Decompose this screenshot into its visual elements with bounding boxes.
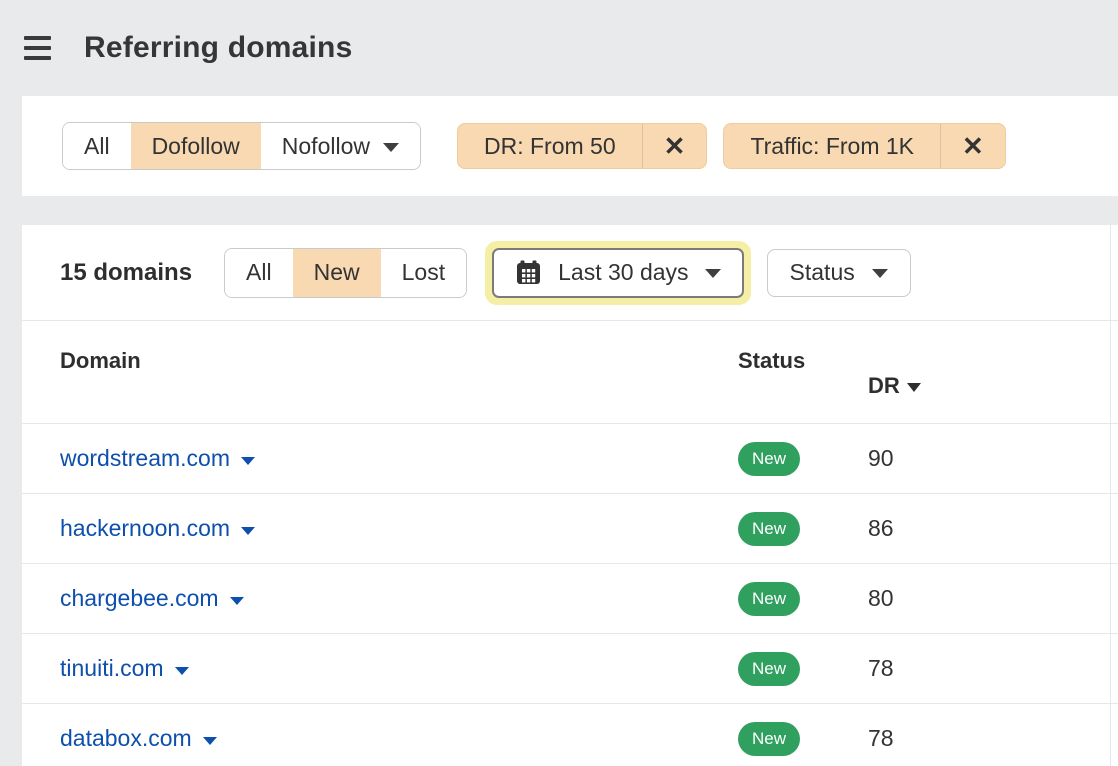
chevron-down-icon (871, 269, 888, 278)
page-header: Referring domains (0, 0, 1118, 96)
status-filter-all[interactable]: All (225, 248, 293, 297)
dr-value: 78 (868, 655, 894, 681)
domain-dropdown-icon[interactable] (202, 736, 217, 745)
dr-value: 78 (868, 725, 894, 751)
table-row: databox.com New 78 (22, 704, 1118, 766)
column-divider (1110, 225, 1111, 766)
date-range-button[interactable]: Last 30 days (492, 247, 744, 298)
status-badge: New (738, 721, 801, 756)
table-row: chargebee.com New 80 (22, 564, 1118, 634)
status-cell: New (738, 581, 868, 616)
domain-cell: databox.com (22, 725, 738, 752)
follow-filter-nofollow-label: Nofollow (281, 132, 370, 159)
results-toolbar: 15 domains All New Lost (22, 225, 1118, 321)
column-header-status[interactable]: Status (738, 348, 806, 373)
follow-filter-group: All Dofollow Nofollow (62, 122, 421, 170)
chip-divider (940, 124, 942, 168)
follow-filter-nofollow[interactable]: Nofollow (260, 123, 420, 169)
dr-filter-button[interactable]: DR: From 50 (458, 124, 642, 168)
domain-cell: chargebee.com (22, 585, 738, 612)
results-panel: 15 domains All New Lost (22, 225, 1118, 766)
follow-filter-all[interactable]: All (63, 123, 131, 169)
status-badge: New (738, 581, 801, 616)
table-row: wordstream.com New 90 (22, 424, 1118, 494)
table-row: hackernoon.com New 86 (22, 494, 1118, 564)
domain-link[interactable]: chargebee.com (60, 585, 219, 611)
date-range-label: Last 30 days (558, 259, 689, 285)
domain-link[interactable]: databox.com (60, 725, 192, 751)
status-cell: New (738, 511, 868, 546)
table-header: Domain Status DR (22, 321, 1118, 424)
status-cell: New (738, 721, 868, 756)
filter-chip-dr: DR: From 50 ✕ (457, 123, 708, 169)
status-cell: New (738, 651, 868, 686)
domain-link[interactable]: wordstream.com (60, 445, 230, 471)
chevron-down-icon (383, 142, 399, 152)
chevron-down-icon (704, 269, 721, 278)
status-cell: New (738, 441, 868, 476)
status-filter-lost[interactable]: Lost (380, 248, 467, 297)
domain-link[interactable]: tinuiti.com (60, 655, 164, 681)
chip-divider (641, 124, 643, 168)
status-filter-new[interactable]: New (292, 248, 381, 297)
dr-filter-remove-button[interactable]: ✕ (643, 124, 707, 168)
calendar-icon (517, 260, 541, 284)
domain-count: 15 domains (60, 258, 193, 286)
dr-value: 86 (868, 515, 894, 541)
domain-cell: tinuiti.com (22, 655, 738, 682)
domain-cell: hackernoon.com (22, 515, 738, 542)
filter-chip-traffic: Traffic: From 1K ✕ (723, 123, 1006, 169)
dr-value: 90 (868, 445, 894, 471)
status-badge: New (738, 441, 801, 476)
close-icon: ✕ (962, 131, 984, 161)
status-dropdown-label: Status (789, 259, 855, 285)
status-filter-group: All New Lost (224, 247, 468, 298)
domain-link[interactable]: hackernoon.com (60, 515, 231, 541)
close-icon: ✕ (663, 131, 686, 161)
page-title: Referring domains (84, 31, 353, 64)
table-row: tinuiti.com New 78 (22, 634, 1118, 704)
menu-icon[interactable] (24, 36, 51, 60)
domain-dropdown-icon[interactable] (229, 596, 244, 605)
column-header-domain[interactable]: Domain (60, 348, 141, 373)
status-dropdown-button[interactable]: Status (766, 248, 911, 297)
traffic-filter-button[interactable]: Traffic: From 1K (724, 124, 940, 168)
date-range-highlight: Last 30 days (485, 240, 751, 305)
domain-dropdown-icon[interactable] (174, 666, 189, 675)
status-badge: New (738, 511, 801, 546)
sort-desc-icon (906, 382, 921, 392)
column-header-dr-label: DR (868, 372, 900, 398)
dr-value: 80 (868, 585, 894, 611)
column-header-dr[interactable]: DR (868, 348, 1118, 423)
filter-bar: All Dofollow Nofollow DR: From 50 ✕ Traf… (22, 96, 1118, 196)
follow-filter-dofollow[interactable]: Dofollow (130, 123, 261, 169)
traffic-filter-remove-button[interactable]: ✕ (941, 124, 1005, 168)
domain-dropdown-icon[interactable] (241, 526, 256, 535)
domain-dropdown-icon[interactable] (240, 456, 255, 465)
domain-cell: wordstream.com (22, 445, 738, 472)
status-badge: New (738, 651, 801, 686)
